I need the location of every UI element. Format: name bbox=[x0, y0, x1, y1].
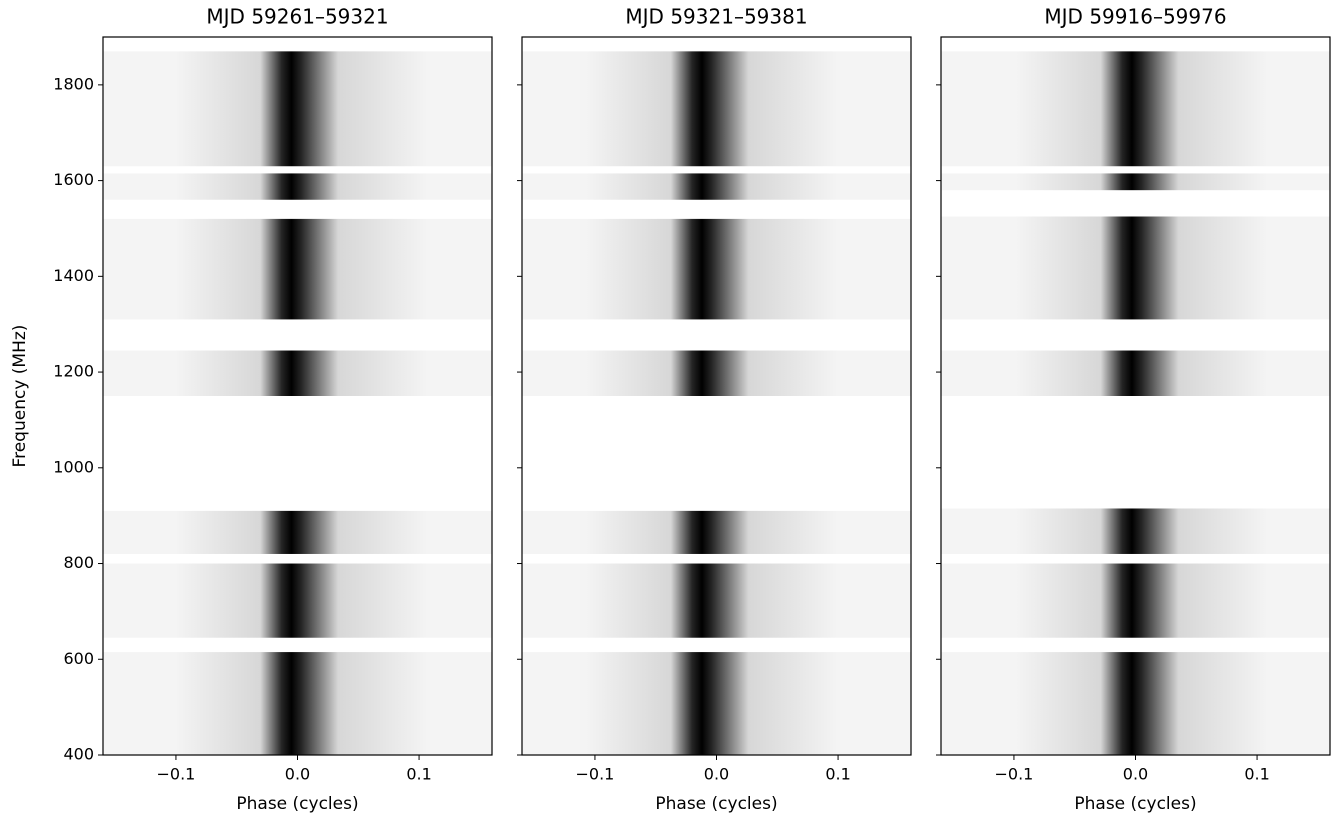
pulse bbox=[522, 350, 911, 396]
pulse bbox=[522, 563, 911, 638]
pulse bbox=[522, 173, 911, 200]
pulse bbox=[941, 173, 1330, 191]
pulse bbox=[103, 218, 492, 320]
panel-title: MJD 59321–59381 bbox=[625, 5, 807, 29]
x-axis-label: Phase (cycles) bbox=[1074, 794, 1196, 814]
panel-title: MJD 59916–59976 bbox=[1044, 5, 1226, 29]
x-tick-label: −0.1 bbox=[995, 765, 1034, 784]
x-tick-label: 0.0 bbox=[704, 765, 729, 784]
pulse bbox=[103, 51, 492, 167]
y-tick-label: 800 bbox=[63, 553, 94, 572]
pulse bbox=[941, 51, 1330, 167]
y-tick-label: 1800 bbox=[53, 74, 94, 93]
pulse bbox=[103, 350, 492, 396]
x-tick-label: 0.1 bbox=[406, 765, 431, 784]
pulse bbox=[522, 51, 911, 167]
y-tick-label: 600 bbox=[63, 649, 94, 668]
pulse bbox=[522, 218, 911, 320]
pulse bbox=[941, 350, 1330, 396]
x-axis-label: Phase (cycles) bbox=[655, 794, 777, 814]
x-tick-label: −0.1 bbox=[157, 765, 196, 784]
panel-title: MJD 59261–59321 bbox=[206, 5, 388, 29]
y-axis-label: Frequency (MHz) bbox=[10, 325, 30, 468]
y-tick-label: 1200 bbox=[53, 362, 94, 381]
x-axis-label: Phase (cycles) bbox=[236, 794, 358, 814]
x-tick-label: 0.1 bbox=[825, 765, 850, 784]
y-tick-label: 1000 bbox=[53, 457, 94, 476]
pulse bbox=[941, 652, 1330, 755]
pulse bbox=[103, 173, 492, 200]
pulse bbox=[103, 510, 492, 554]
y-tick-label: 400 bbox=[63, 745, 94, 764]
pulse bbox=[522, 510, 911, 554]
x-tick-label: 0.0 bbox=[1123, 765, 1148, 784]
x-tick-label: −0.1 bbox=[576, 765, 615, 784]
pulse bbox=[103, 563, 492, 638]
x-tick-label: 0.1 bbox=[1244, 765, 1269, 784]
pulse bbox=[522, 652, 911, 755]
x-tick-label: 0.0 bbox=[285, 765, 310, 784]
pulse bbox=[941, 563, 1330, 638]
y-tick-label: 1600 bbox=[53, 170, 94, 189]
pulse bbox=[103, 652, 492, 755]
pulse bbox=[941, 216, 1330, 320]
pulse bbox=[941, 508, 1330, 554]
y-tick-label: 1400 bbox=[53, 266, 94, 285]
